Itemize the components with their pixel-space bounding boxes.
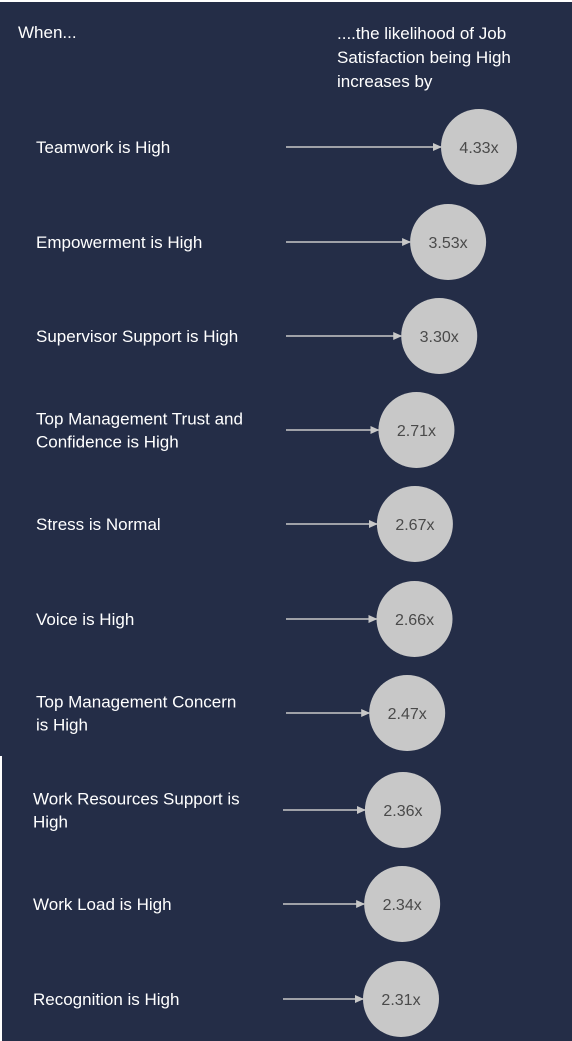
value-label: 2.34x bbox=[383, 897, 422, 914]
row-label: Work Load is High bbox=[33, 895, 172, 914]
value-label: 2.31x bbox=[381, 992, 420, 1009]
value-bubble bbox=[364, 772, 441, 848]
value-bubble bbox=[378, 392, 455, 468]
value-bubble bbox=[401, 298, 478, 374]
row-label: Empowerment is High bbox=[36, 233, 202, 252]
value-label: 2.67x bbox=[395, 517, 434, 534]
value-label: 2.66x bbox=[395, 612, 434, 629]
row-label-line: Teamwork is High bbox=[36, 138, 170, 157]
value-bubble bbox=[410, 204, 487, 280]
value-label: 2.36x bbox=[383, 803, 422, 820]
row-label-line: Confidence is High bbox=[36, 433, 179, 452]
row-label-line: is High bbox=[36, 716, 88, 735]
header-when: When... bbox=[18, 23, 77, 42]
row-label-line: Work Resources Support is bbox=[33, 790, 240, 809]
row-label-line: Empowerment is High bbox=[36, 233, 202, 252]
value-label: 2.71x bbox=[397, 423, 436, 440]
row-label: Teamwork is High bbox=[36, 138, 170, 157]
row-label-line: Supervisor Support is High bbox=[36, 327, 238, 346]
value-bubble bbox=[441, 109, 517, 185]
row-label-line: Recognition is High bbox=[33, 990, 179, 1009]
row-label: Work Resources Support is High bbox=[33, 790, 240, 832]
row-label: Recognition is High bbox=[33, 990, 179, 1009]
row-label-line: Work Load is High bbox=[33, 895, 172, 914]
row-label: Stress is Normal bbox=[36, 515, 161, 534]
row-label: Supervisor Support is High bbox=[36, 327, 238, 346]
row-label-line: Voice is High bbox=[36, 610, 134, 629]
row-label-line: Top Management Concern bbox=[36, 693, 236, 712]
value-label: 3.30x bbox=[420, 329, 459, 346]
value-bubble bbox=[369, 675, 446, 751]
value-label: 4.33x bbox=[459, 140, 498, 157]
value-bubble bbox=[363, 961, 439, 1037]
value-label: 2.47x bbox=[388, 706, 427, 723]
row-label-line: Stress is Normal bbox=[36, 515, 161, 534]
value-bubble bbox=[376, 581, 453, 657]
row-label: Voice is High bbox=[36, 610, 134, 629]
row-label-line: High bbox=[33, 813, 68, 832]
left-border-gap bbox=[0, 756, 2, 1041]
row-label: Top Management Trust and Confidence is Hi… bbox=[36, 410, 243, 452]
value-bubble bbox=[376, 486, 453, 562]
value-bubble bbox=[364, 866, 441, 942]
row-label-line: Top Management Trust and bbox=[36, 410, 243, 429]
row-label: Top Management Concern is High bbox=[36, 693, 236, 735]
header-likelihood: ....the likelihood of Job Satisfaction b… bbox=[337, 24, 511, 91]
top-border bbox=[0, 0, 572, 2]
value-label: 3.53x bbox=[429, 235, 468, 252]
